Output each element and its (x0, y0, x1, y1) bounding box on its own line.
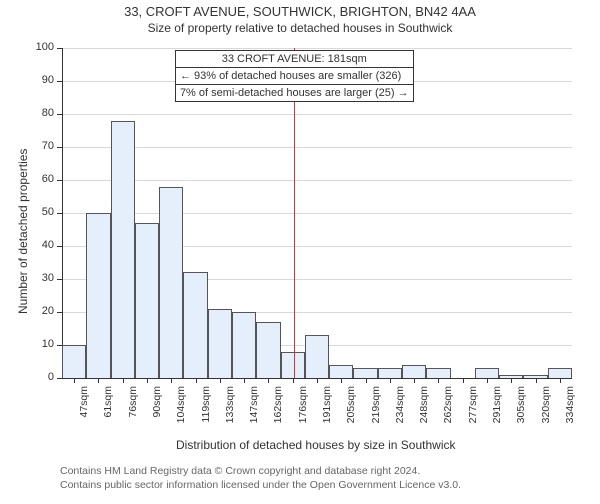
chart-subtitle: Size of property relative to detached ho… (0, 21, 600, 35)
histogram-bar (305, 335, 329, 378)
x-tick-label: 90sqm (151, 386, 163, 426)
x-tick (390, 378, 391, 383)
y-tick-label: 0 (28, 371, 54, 383)
x-tick-label: 277sqm (467, 386, 479, 426)
x-tick (438, 378, 439, 383)
x-tick-label: 133sqm (224, 386, 236, 426)
x-tick-label: 334sqm (564, 386, 576, 426)
x-tick (536, 378, 537, 383)
x-tick (414, 378, 415, 383)
x-tick (123, 378, 124, 383)
grid-line (62, 114, 572, 115)
histogram-bar (62, 345, 86, 378)
x-tick-label: 147sqm (248, 386, 260, 426)
annotation-box: 33 CROFT AVENUE: 181sqm← 93% of detached… (175, 50, 414, 102)
histogram-bar (426, 368, 450, 378)
histogram-bar (183, 272, 207, 378)
grid-line (62, 48, 572, 49)
x-tick (171, 378, 172, 383)
histogram-bar (353, 368, 377, 378)
plot-area: 010203040506070809010047sqm61sqm76sqm90s… (62, 48, 572, 378)
histogram-bar (378, 368, 402, 378)
y-tick-label: 100 (28, 41, 54, 53)
x-tick-label: 61sqm (102, 386, 114, 426)
y-tick-label: 10 (28, 338, 54, 350)
grid-line (62, 180, 572, 181)
x-tick (220, 378, 221, 383)
x-tick-label: 76sqm (127, 386, 139, 426)
histogram-bar (111, 121, 135, 378)
y-axis (62, 48, 63, 378)
x-axis-label: Distribution of detached houses by size … (176, 438, 456, 452)
annotation-line: 33 CROFT AVENUE: 181sqm (176, 51, 413, 68)
x-tick (196, 378, 197, 383)
histogram-bar (475, 368, 499, 378)
y-tick-label: 90 (28, 74, 54, 86)
x-tick (317, 378, 318, 383)
chart-container: 33, CROFT AVENUE, SOUTHWICK, BRIGHTON, B… (0, 4, 600, 504)
y-tick-label: 60 (28, 173, 54, 185)
histogram-bar (329, 365, 353, 378)
x-tick-label: 234sqm (394, 386, 406, 426)
x-tick-label: 205sqm (345, 386, 357, 426)
y-tick-label: 70 (28, 140, 54, 152)
x-tick-label: 219sqm (370, 386, 382, 426)
x-tick-label: 191sqm (321, 386, 333, 426)
y-tick-label: 20 (28, 305, 54, 317)
histogram-bar (281, 352, 305, 378)
x-tick (487, 378, 488, 383)
histogram-bar (159, 187, 183, 378)
y-tick-label: 30 (28, 272, 54, 284)
x-tick-label: 248sqm (418, 386, 430, 426)
x-tick (268, 378, 269, 383)
x-tick-label: 305sqm (515, 386, 527, 426)
histogram-bar (208, 309, 232, 378)
histogram-bar (135, 223, 159, 378)
footer: Contains HM Land Registry data © Crown c… (60, 464, 461, 492)
y-tick-label: 40 (28, 239, 54, 251)
annotation-line: ← 93% of detached houses are smaller (32… (176, 68, 413, 85)
x-tick (98, 378, 99, 383)
y-tick-label: 50 (28, 206, 54, 218)
x-tick-label: 162sqm (272, 386, 284, 426)
y-tick-label: 80 (28, 107, 54, 119)
grid-line (62, 213, 572, 214)
histogram-bar (256, 322, 280, 378)
x-tick (244, 378, 245, 383)
x-tick (511, 378, 512, 383)
x-tick (341, 378, 342, 383)
x-tick (293, 378, 294, 383)
histogram-bar (402, 365, 426, 378)
x-tick-label: 47sqm (78, 386, 90, 426)
x-tick (463, 378, 464, 383)
x-tick-label: 320sqm (540, 386, 552, 426)
annotation-line: 7% of semi-detached houses are larger (2… (176, 85, 413, 101)
x-tick-label: 291sqm (491, 386, 503, 426)
chart-title: 33, CROFT AVENUE, SOUTHWICK, BRIGHTON, B… (0, 4, 600, 19)
histogram-bar (86, 213, 110, 378)
x-tick-label: 262sqm (442, 386, 454, 426)
x-tick (560, 378, 561, 383)
footer-line1: Contains HM Land Registry data © Crown c… (60, 464, 461, 478)
footer-line2: Contains public sector information licen… (60, 478, 461, 492)
grid-line (62, 147, 572, 148)
x-tick-label: 176sqm (297, 386, 309, 426)
x-tick (74, 378, 75, 383)
x-tick-label: 104sqm (175, 386, 187, 426)
x-tick (366, 378, 367, 383)
x-tick-label: 119sqm (200, 386, 212, 426)
histogram-bar (548, 368, 572, 378)
x-tick (147, 378, 148, 383)
histogram-bar (232, 312, 256, 378)
